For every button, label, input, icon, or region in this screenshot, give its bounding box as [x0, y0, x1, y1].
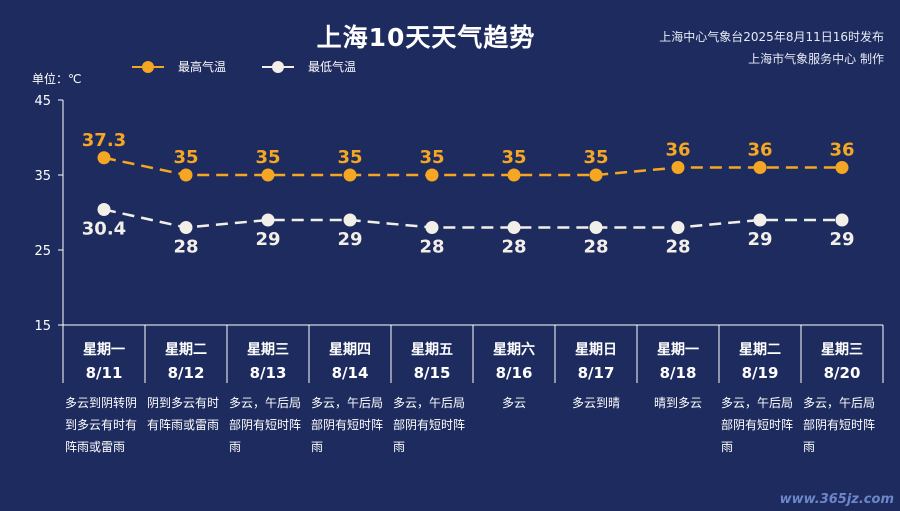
day-weekday: 星期六: [493, 342, 535, 358]
y-tick-label: 15: [34, 319, 51, 334]
day-date: 8/17: [577, 364, 615, 382]
day-date: 8/18: [659, 364, 697, 382]
high-temp-line: [103, 156, 842, 177]
day-weekday: 星期二: [739, 342, 781, 358]
high-temp-label: 35: [173, 147, 198, 168]
low-temp-point: [261, 213, 275, 227]
day-weather: 多云到晴: [571, 396, 620, 410]
day-column: 星期三 8/20 多云，午后局部阴有短时阵雨: [801, 325, 883, 458]
day-date: 8/12: [167, 364, 205, 382]
low-temp-point: [753, 213, 767, 227]
day-date: 8/16: [495, 364, 533, 382]
day-weather: 多云，午后局部阴有短时阵雨: [311, 396, 384, 454]
legend-item-low: 最低气温: [262, 58, 356, 75]
day-column: 星期一 8/18 晴到多云: [637, 325, 719, 414]
high-temp-label: 36: [747, 140, 772, 161]
low-temp-label: 29: [255, 229, 280, 250]
y-tick-label: 35: [34, 169, 51, 184]
unit-label: 单位：℃: [32, 72, 82, 86]
day-weekday: 星期四: [329, 342, 371, 358]
day-weather: 晴到多云: [653, 396, 702, 410]
high-temp-label: 35: [501, 147, 526, 168]
day-weather: 阴到多云有时有阵雨或雷雨: [147, 396, 220, 432]
high-temp-point: [589, 168, 603, 182]
day-column: 星期四 8/14 多云，午后局部阴有短时阵雨: [309, 325, 391, 458]
day-column: 星期五 8/15 多云，午后局部阴有短时阵雨: [391, 325, 473, 458]
day-date: 8/14: [331, 364, 369, 382]
day-weekday: 星期三: [821, 342, 863, 358]
low-temp-label: 29: [829, 229, 854, 250]
high-temp-point: [261, 168, 275, 182]
legend-label-high: 最高气温: [178, 60, 227, 74]
legend-label-low: 最低气温: [308, 60, 357, 74]
day-date: 8/13: [249, 364, 287, 382]
day-column: 星期日 8/17 多云到晴: [555, 325, 637, 414]
legend-marker-low-icon: [262, 60, 295, 74]
day-column: 星期三 8/13 多云，午后局部阴有短时阵雨: [227, 325, 309, 458]
day-weather: 多云，午后局部阴有短时阵雨: [803, 396, 876, 454]
low-temp-label: 30.4: [82, 219, 126, 240]
low-temp-label: 28: [173, 237, 198, 258]
legend-item-high: 最高气温: [132, 58, 226, 75]
low-temp-point: [671, 221, 685, 234]
y-tick-label: 45: [34, 94, 51, 109]
day-date: 8/20: [823, 364, 861, 382]
high-temp-label: 36: [665, 140, 690, 161]
legend-marker-high-icon: [132, 60, 164, 74]
low-temp-point: [179, 221, 193, 234]
day-weather: 多云，午后局部阴有短时阵雨: [393, 396, 466, 454]
day-column: 星期六 8/16 多云: [473, 325, 555, 414]
page-title: 上海10天天气趋势: [316, 23, 536, 52]
high-temp-label: 36: [829, 140, 854, 161]
low-temp-point: [425, 221, 439, 234]
high-temp-label: 35: [583, 147, 608, 168]
day-weekday: 星期五: [411, 342, 453, 358]
low-temp-label: 28: [665, 237, 690, 258]
day-weather: 多云，午后局部阴有短时阵雨: [721, 396, 794, 454]
low-temp-point: [97, 203, 111, 216]
watermark-text: www.365jz.com: [779, 492, 894, 507]
day-date: 8/15: [413, 364, 451, 382]
day-weather: 多云: [501, 396, 526, 410]
day-column: 星期二 8/19 多云，午后局部阴有短时阵雨: [719, 325, 801, 458]
day-date: 8/19: [741, 364, 779, 382]
high-temp-point: [835, 161, 849, 174]
high-temp-point: [671, 161, 685, 174]
low-temp-point: [835, 213, 849, 227]
low-temp-line: [103, 208, 842, 229]
low-temp-point: [343, 213, 357, 227]
day-column: 星期一 8/11 多云到阴转阴到多云有时有阵雨或雷雨: [63, 325, 145, 458]
day-weekday: 星期一: [657, 342, 699, 358]
high-temp-label: 35: [255, 147, 280, 168]
high-temp-label: 37.3: [82, 130, 126, 151]
issuer-text: 上海中心气象台2025年8月11日16时发布: [659, 30, 884, 44]
day-weekday: 星期一: [83, 342, 125, 358]
low-temp-point: [507, 221, 521, 234]
day-column: 星期二 8/12 阴到多云有时有阵雨或雷雨: [145, 325, 227, 436]
low-temp-label: 28: [501, 237, 526, 258]
high-temp-point: [507, 168, 521, 182]
high-temp-point: [97, 151, 111, 165]
low-temp-label: 29: [337, 229, 362, 250]
day-weather: 多云到阴转阴到多云有时有阵雨或雷雨: [65, 396, 138, 454]
high-temp-label: 35: [419, 147, 444, 168]
chart-legend: 最高气温 最低气温: [132, 58, 356, 75]
high-temp-point: [343, 168, 357, 182]
high-temp-label: 35: [337, 147, 362, 168]
low-temp-label: 29: [747, 229, 772, 250]
day-weekday: 星期二: [165, 342, 207, 358]
high-temp-point: [753, 161, 767, 174]
day-weather: 多云，午后局部阴有短时阵雨: [229, 396, 302, 454]
day-weekday: 星期日: [575, 342, 617, 358]
low-temp-label: 28: [583, 237, 608, 258]
low-temp-label: 28: [419, 237, 444, 258]
low-temp-point: [589, 221, 603, 234]
maker-text: 上海市气象服务中心 制作: [748, 52, 884, 66]
high-temp-point: [179, 168, 193, 182]
day-weekday: 星期三: [247, 342, 289, 358]
day-date: 8/11: [85, 364, 123, 382]
high-temp-point: [425, 168, 439, 182]
y-tick-label: 25: [34, 244, 51, 259]
